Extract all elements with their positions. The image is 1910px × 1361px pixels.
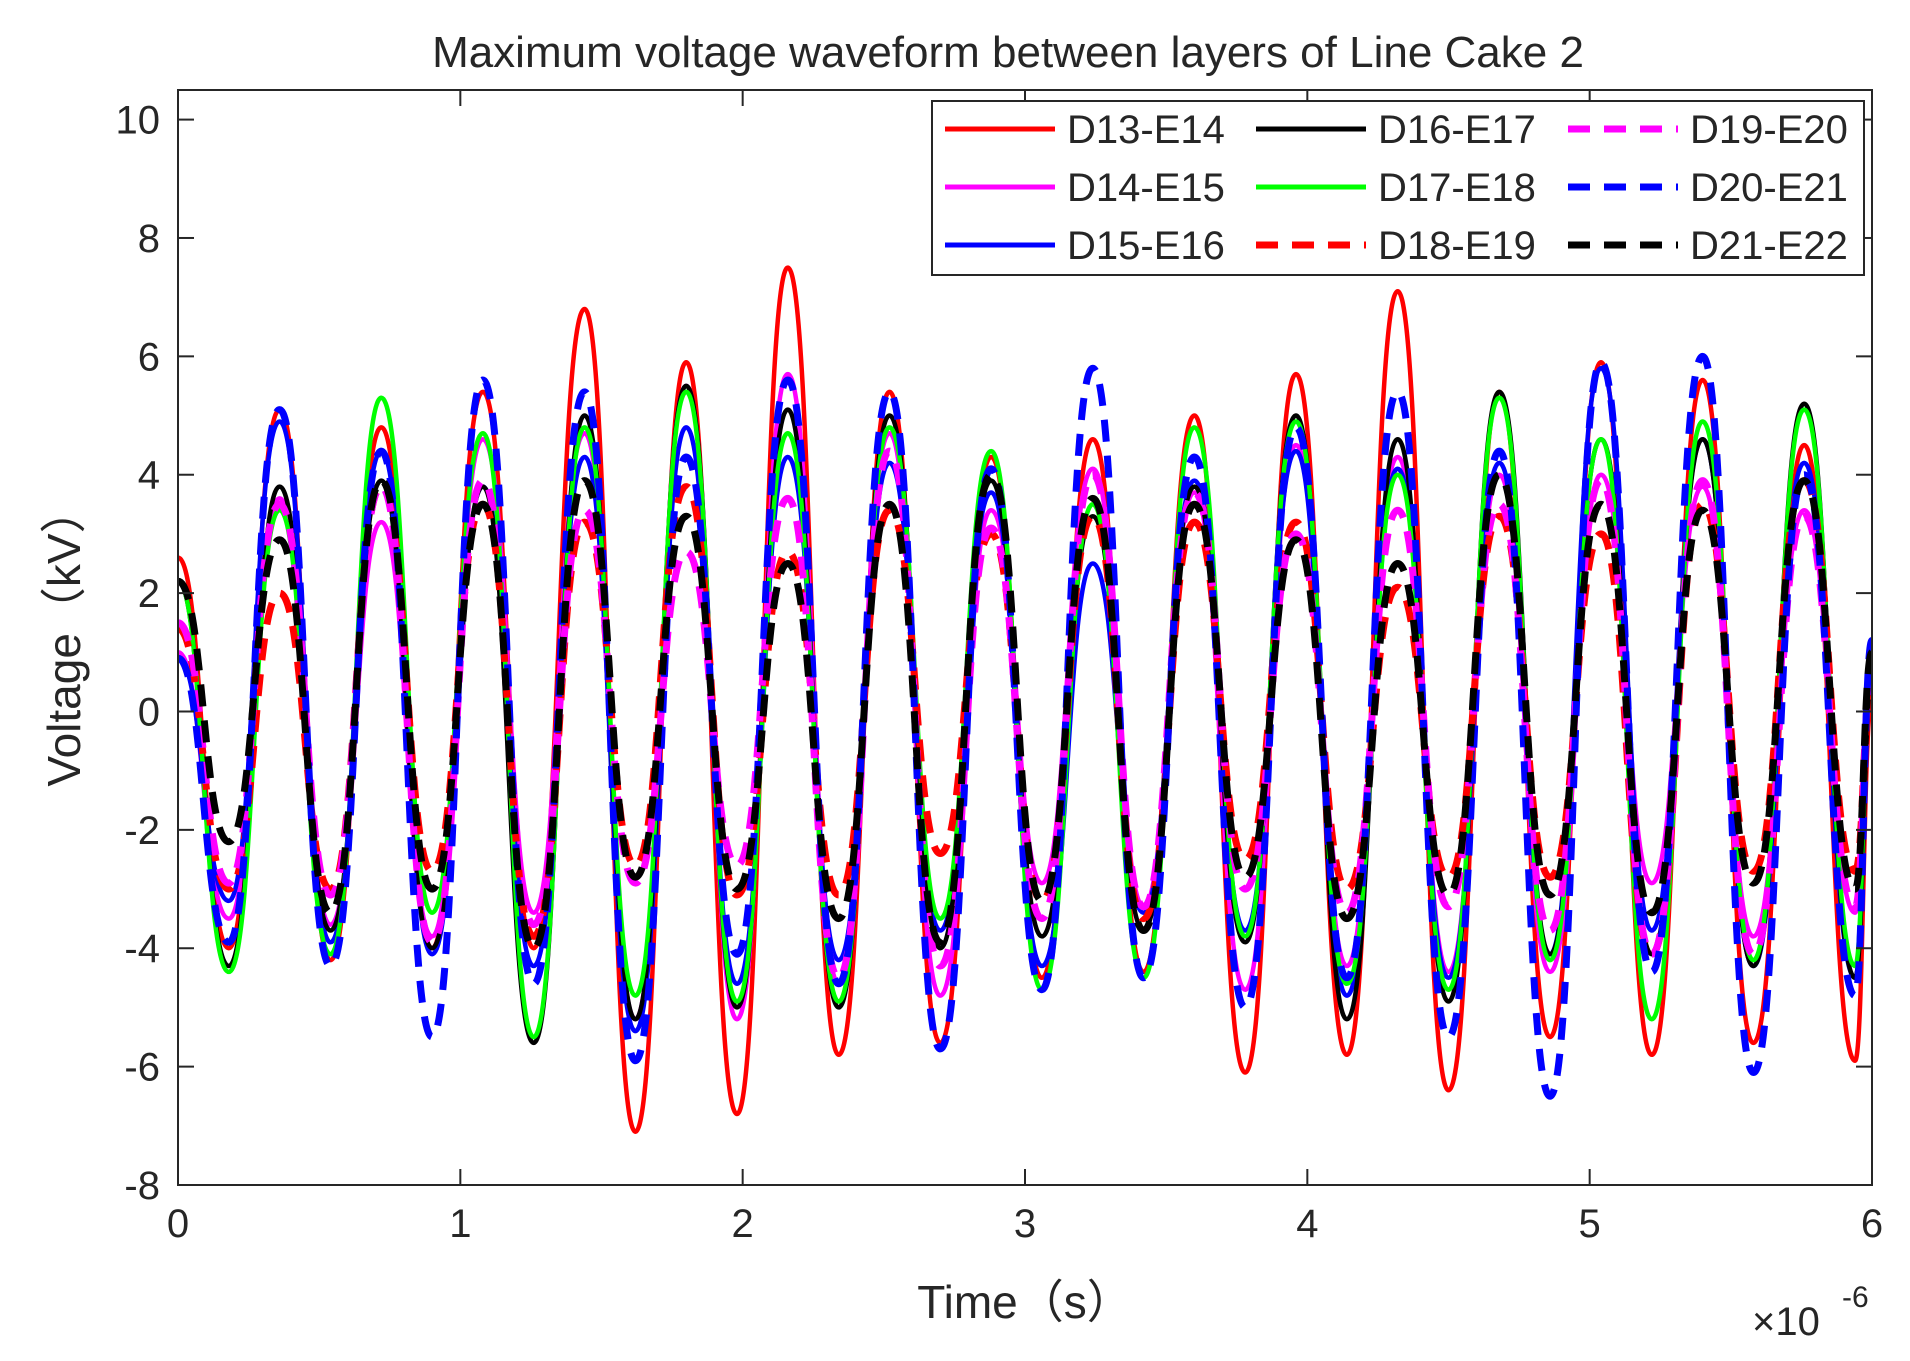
tick-layer: 0 1 2 3 4 5 6 -8 -6 -4 -2 0 2 4 6 8 10 [116, 90, 1883, 1246]
x-tick-label: 6 [1861, 1202, 1883, 1246]
legend-label: D21-E22 [1690, 224, 1848, 268]
chart-title: Maximum voltage waveform between layers … [432, 28, 1584, 77]
legend-item-d16-e17: D16-E17 [1256, 108, 1536, 152]
x-tick-label: 2 [732, 1202, 754, 1246]
y-tick-label: 0 [138, 690, 160, 734]
series-line-d21-e22 [178, 471, 1872, 952]
x-tick-label: 1 [449, 1202, 471, 1246]
x-exponent-base: ×10 [1752, 1300, 1820, 1344]
y-tick-label: 8 [138, 217, 160, 261]
y-tick-label: 4 [138, 454, 160, 498]
legend-label: D14-E15 [1067, 166, 1225, 210]
y-axis-label: Voltage（kV） [38, 487, 90, 786]
legend-label: D20-E21 [1690, 166, 1848, 210]
legend-label: D18-E19 [1378, 224, 1536, 268]
y-tick-label: -8 [124, 1164, 160, 1208]
legend-label: D13-E14 [1067, 108, 1225, 152]
x-tick-label: 3 [1014, 1202, 1036, 1246]
x-tick-label: 5 [1579, 1202, 1601, 1246]
y-tick-label: -2 [124, 809, 160, 853]
legend-label: D19-E20 [1690, 108, 1848, 152]
legend: D13-E14 D14-E15 D15-E16 D16-E17 D17-E18 D18-E… [931, 100, 1865, 276]
legend-item-d20-e21: D20-E21 [1568, 166, 1848, 210]
y-tick-label: 6 [138, 335, 160, 379]
legend-item-d17-e18: D17-E18 [1256, 166, 1536, 210]
y-tick-label: 2 [138, 572, 160, 616]
y-tick-label: -6 [124, 1046, 160, 1090]
legend-item-d21-e22: D21-E22 [1568, 224, 1848, 268]
x-tick-label: 4 [1296, 1202, 1318, 1246]
y-tick-label: 10 [116, 99, 161, 143]
legend-label: D15-E16 [1067, 224, 1225, 268]
legend-item-d14-e15: D14-E15 [945, 166, 1225, 210]
x-tick-label: 0 [167, 1202, 189, 1246]
y-tick-label: -4 [124, 927, 160, 971]
series-layer [178, 265, 1872, 1134]
series-line-d19-e20 [178, 447, 1872, 982]
legend-item-d19-e20: D19-E20 [1568, 108, 1848, 152]
legend-label: D17-E18 [1378, 166, 1536, 210]
legend-item-d18-e19: D18-E19 [1256, 224, 1536, 268]
x-exponent-power: -6 [1842, 1281, 1869, 1314]
x-axis-label: Time（s） [917, 1276, 1133, 1328]
legend-box [931, 100, 1865, 276]
legend-item-d13-e14: D13-E14 [945, 108, 1225, 152]
legend-item-d15-e16: D15-E16 [945, 224, 1225, 268]
legend-label: D16-E17 [1378, 108, 1536, 152]
x-exponent: ×10 -6 [1752, 1281, 1869, 1344]
